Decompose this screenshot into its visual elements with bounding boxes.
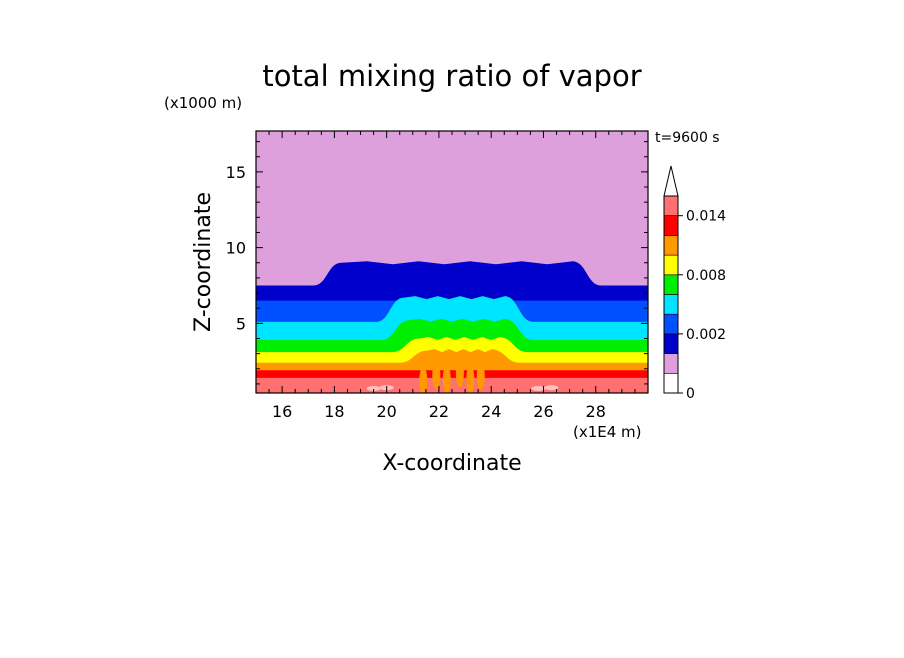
colorbar-bin-3 — [663, 313, 679, 335]
surface-moist-patch — [531, 385, 546, 391]
contour-field — [256, 131, 648, 393]
x-tick-label: 16 — [272, 402, 292, 421]
x-tick-label: 22 — [429, 402, 449, 421]
x-tick-label: 20 — [376, 402, 396, 421]
y-unit-label: (x1000 m) — [164, 94, 242, 112]
x-tick-label: 24 — [481, 402, 501, 421]
y-axis-label: Z-coordinate — [191, 192, 216, 332]
colorbar-bin-9 — [663, 195, 679, 217]
colorbar-bin-8 — [663, 215, 679, 236]
colorbar-tick-label: 0 — [686, 386, 695, 402]
convective-cell — [442, 365, 451, 393]
colorbar: 0 0.002 0.008 0.014 — [663, 165, 726, 402]
colorbar-bin-1 — [663, 353, 679, 374]
y-tick-label: 10 — [226, 239, 246, 258]
x-tick-label: 18 — [324, 402, 344, 421]
y-tick-label: 5 — [236, 314, 246, 333]
plot-axes: 16 18 20 22 24 26 28 5 10 15 — [226, 130, 649, 421]
chart-title: total mixing ratio of vapor — [262, 59, 641, 93]
colorbar-bin-0 — [663, 372, 679, 394]
colorbar-tick-label: 0.014 — [686, 209, 726, 225]
convective-cell — [455, 359, 464, 388]
colorbar-tick-label: 0.002 — [686, 327, 726, 343]
time-label: t=9600 s — [655, 130, 720, 146]
colorbar-bin-6 — [663, 254, 679, 276]
colorbar-bin-7 — [663, 235, 679, 256]
convective-cell — [466, 365, 475, 393]
y-tick-label: 15 — [226, 163, 246, 182]
surface-moist-patch — [366, 385, 381, 391]
x-unit-label: (x1E4 m) — [573, 423, 642, 441]
x-tick-label: 28 — [586, 402, 606, 421]
colorbar-bin-5 — [663, 274, 679, 295]
x-axis-label: X-coordinate — [382, 451, 521, 476]
surface-moist-patch — [544, 385, 559, 391]
x-tick-label: 26 — [533, 402, 553, 421]
convective-cell — [419, 366, 428, 393]
colorbar-bin-2 — [663, 333, 679, 354]
convective-cell — [432, 360, 441, 389]
colorbar-frame — [663, 195, 679, 394]
convective-cell — [476, 362, 485, 391]
colorbar-bin-4 — [663, 294, 679, 315]
colorbar-tick-label: 0.008 — [686, 268, 726, 284]
